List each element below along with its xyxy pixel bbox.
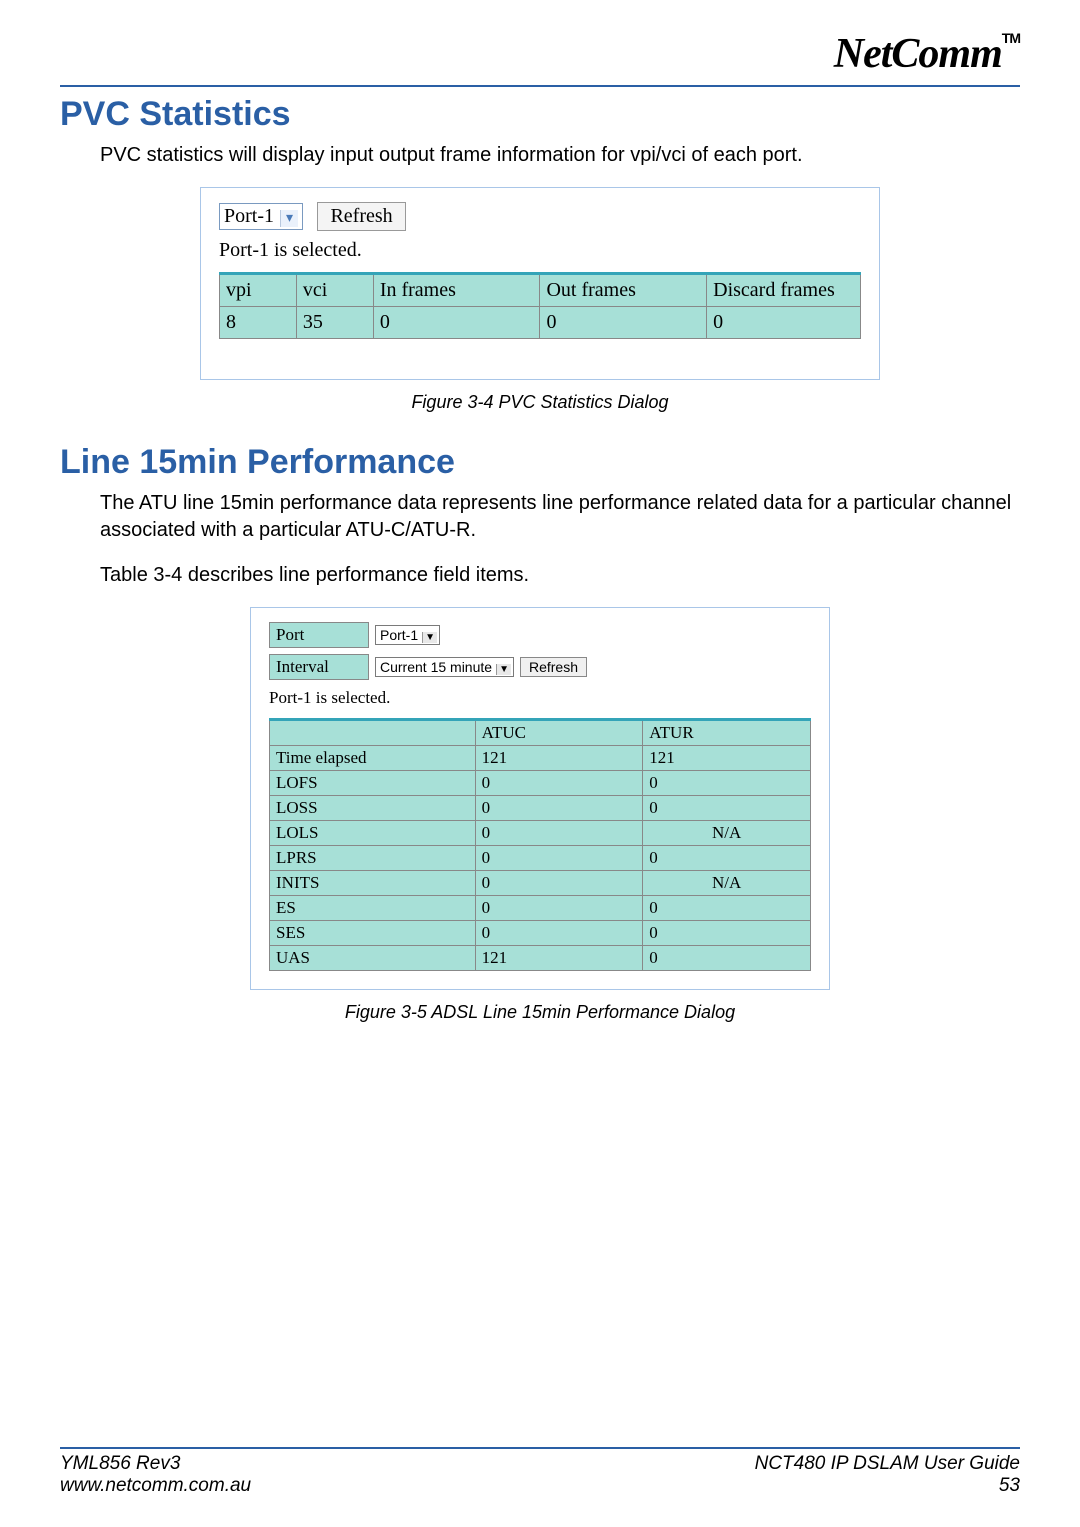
perf-th-blank [270,720,476,746]
logo-tm: TM [1002,30,1020,46]
perf-row-lols: LOLS 0 N/A [270,821,811,846]
perf-atuc: 0 [475,846,643,871]
footer-guide: NCT480 IP DSLAM User Guide [755,1453,1020,1475]
perf-atur: N/A [643,871,811,896]
pvc-td-discardframes: 0 [707,307,861,339]
pvc-th-outframes: Out frames [540,274,707,307]
perf-row-ses: SES 0 0 [270,921,811,946]
perf-port-select[interactable]: Port-1 ▼ [375,625,440,645]
footer-page: 53 [755,1475,1020,1497]
line-15min-heading: Line 15min Performance [60,443,1020,482]
perf-row-loss: LOSS 0 0 [270,796,811,821]
perf-atur: 0 [643,796,811,821]
pvc-th-vpi: vpi [220,274,297,307]
perf-row-es: ES 0 0 [270,896,811,921]
pvc-table: vpi vci In frames Out frames Discard fra… [219,272,861,339]
logo: NetCommTM [834,30,1020,78]
performance-table: ATUC ATUR Time elapsed 121 121 LOFS 0 0 … [269,718,811,971]
figure-3-5-caption: Figure 3-5 ADSL Line 15min Performance D… [60,1002,1020,1023]
perf-interval-value: Current 15 minute [380,659,492,675]
perf-port-value: Port-1 [380,627,418,643]
perf-name: ES [270,896,476,921]
perf-interval-select[interactable]: Current 15 minute ▼ [375,657,514,677]
perf-name: SES [270,921,476,946]
line-15min-para2: Table 3-4 describes line performance fie… [100,562,1020,589]
pvc-th-vci: vci [296,274,373,307]
pvc-controls: Port-1 ▾ Refresh [219,202,861,231]
pvc-td-vci: 35 [296,307,373,339]
pvc-td-vpi: 8 [220,307,297,339]
perf-atur: N/A [643,821,811,846]
footer-row: YML856 Rev3 www.netcomm.com.au NCT480 IP… [60,1453,1020,1497]
perf-row-uas: UAS 121 0 [270,946,811,971]
footer-url: www.netcomm.com.au [60,1475,251,1497]
perf-atuc: 0 [475,896,643,921]
pvc-table-header-row: vpi vci In frames Out frames Discard fra… [220,274,861,307]
perf-name: Time elapsed [270,746,476,771]
perf-name: LOFS [270,771,476,796]
perf-name: INITS [270,871,476,896]
perf-row-lofs: LOFS 0 0 [270,771,811,796]
pvc-statistics-panel: Port-1 ▾ Refresh Port-1 is selected. vpi … [200,187,880,380]
pvc-td-inframes: 0 [373,307,540,339]
pvc-th-inframes: In frames [373,274,540,307]
perf-refresh-button[interactable]: Refresh [520,657,587,677]
port-select[interactable]: Port-1 ▾ [219,203,303,230]
perf-atur: 0 [643,946,811,971]
footer-divider [60,1447,1020,1449]
perf-name: LOLS [270,821,476,846]
perf-row-time-elapsed: Time elapsed 121 121 [270,746,811,771]
pvc-selected-text: Port-1 is selected. [219,239,861,262]
perf-atuc: 0 [475,921,643,946]
perf-atuc: 0 [475,821,643,846]
perf-row-inits: INITS 0 N/A [270,871,811,896]
perf-name: UAS [270,946,476,971]
performance-panel: Port Port-1 ▼ Interval Current 15 minute ▼… [250,607,830,990]
pvc-td-outframes: 0 [540,307,707,339]
perf-atur: 0 [643,896,811,921]
figure-3-4-caption: Figure 3-4 PVC Statistics Dialog [60,392,1020,413]
chevron-down-icon: ▼ [496,664,511,675]
perf-th-atur: ATUR [643,720,811,746]
perf-atuc: 121 [475,946,643,971]
logo-text: NetComm [834,31,1002,77]
perf-atuc: 0 [475,871,643,896]
line-15min-para1: The ATU line 15min performance data repr… [100,490,1020,544]
perf-interval-label: Interval [269,654,369,680]
perf-atuc: 0 [475,796,643,821]
perf-interval-row: Interval Current 15 minute ▼ Refresh [269,654,811,680]
perf-header-row: ATUC ATUR [270,720,811,746]
chevron-down-icon: ▼ [422,632,437,643]
perf-atuc: 0 [475,771,643,796]
perf-selected-text: Port-1 is selected. [269,688,811,708]
perf-atur: 0 [643,846,811,871]
perf-port-row: Port Port-1 ▼ [269,622,811,648]
refresh-button[interactable]: Refresh [317,202,405,231]
pvc-table-row: 8 35 0 0 0 [220,307,861,339]
pvc-statistics-heading: PVC Statistics [60,95,1020,134]
perf-atur: 0 [643,771,811,796]
page-footer: YML856 Rev3 www.netcomm.com.au NCT480 IP… [60,1447,1020,1497]
footer-left: YML856 Rev3 www.netcomm.com.au [60,1453,251,1497]
port-select-value: Port-1 [224,205,274,227]
footer-rev: YML856 Rev3 [60,1453,251,1475]
perf-th-atuc: ATUC [475,720,643,746]
pvc-statistics-paragraph: PVC statistics will display input output… [100,142,1020,169]
perf-atur: 121 [643,746,811,771]
perf-row-lprs: LPRS 0 0 [270,846,811,871]
footer-right: NCT480 IP DSLAM User Guide 53 [755,1453,1020,1497]
perf-atur: 0 [643,921,811,946]
chevron-down-icon: ▾ [280,210,298,227]
top-divider [60,85,1020,87]
perf-name: LPRS [270,846,476,871]
perf-atuc: 121 [475,746,643,771]
perf-port-label: Port [269,622,369,648]
perf-name: LOSS [270,796,476,821]
pvc-th-discardframes: Discard frames [707,274,861,307]
